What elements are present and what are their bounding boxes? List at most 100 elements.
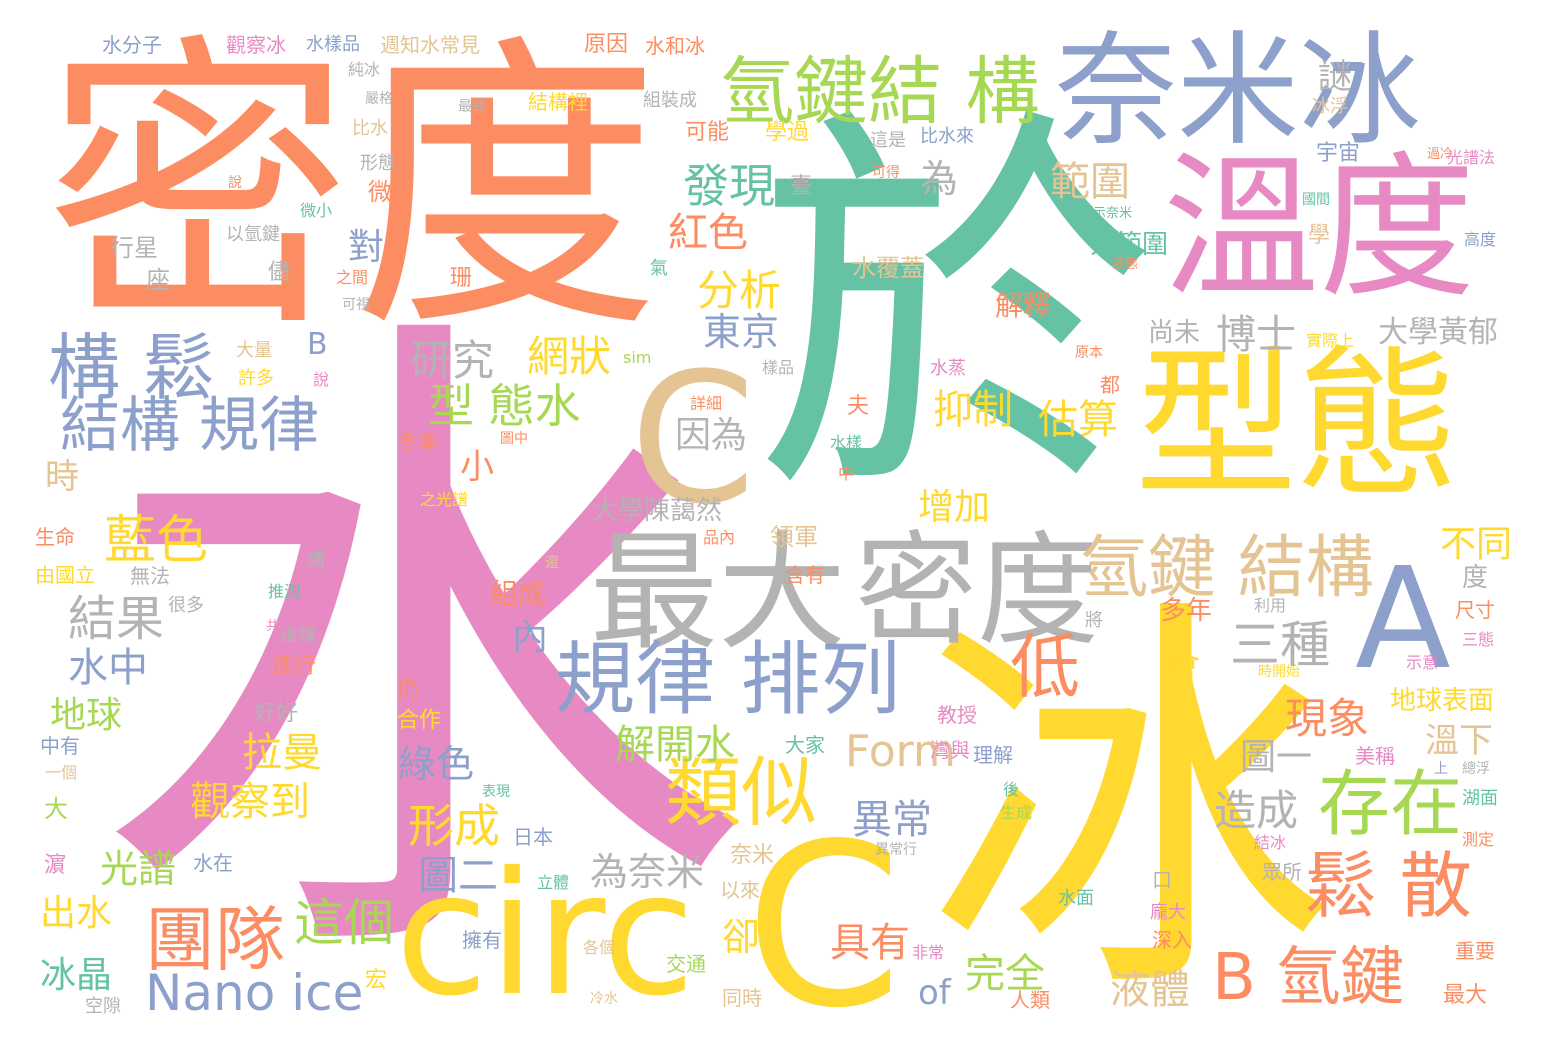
- word-150: 空隙: [85, 996, 121, 1017]
- word-29: 研究: [410, 336, 495, 385]
- word-14: 規律 排列: [555, 633, 901, 726]
- word-109: 中有: [40, 734, 80, 758]
- word-95: 冰浮: [1312, 96, 1348, 117]
- word-72: 異常: [852, 797, 932, 843]
- word-23: 類似: [665, 748, 817, 837]
- word-6: 溫度: [1163, 137, 1475, 319]
- word-62: 拉曼: [242, 730, 322, 776]
- word-76: 會: [1158, 648, 1199, 684]
- word-85: 觀察冰: [226, 33, 286, 57]
- word-25: Nano ice: [145, 964, 364, 1022]
- word-98: 座: [146, 266, 170, 294]
- word-20: 鬆 散: [1305, 844, 1472, 928]
- word-126: 眾所: [1262, 860, 1302, 884]
- word-134: 利用: [1254, 596, 1287, 615]
- word-155: 品內: [703, 528, 736, 547]
- word-186: 可得: [872, 165, 900, 181]
- word-100: 許多: [238, 368, 274, 389]
- word-173: 珊: [450, 266, 473, 291]
- word-73: 圖一: [1240, 737, 1313, 778]
- word-43: 估算: [1038, 397, 1118, 443]
- word-179: 說: [313, 370, 330, 389]
- word-121: 人類: [1010, 988, 1050, 1012]
- word-194: 高度: [1464, 230, 1497, 249]
- word-3: 水: [90, 265, 755, 1039]
- word-5: 奈米冰: [1055, 20, 1421, 162]
- word-142: 水面: [1058, 888, 1094, 909]
- word-131: 測定: [1462, 830, 1495, 849]
- word-66: 光譜: [100, 847, 177, 891]
- word-103: 由國立: [35, 563, 95, 587]
- word-63: 觀察到: [190, 779, 310, 825]
- word-80: 時: [45, 457, 79, 497]
- word-174: 微小: [300, 201, 333, 220]
- word-114: 日本: [513, 825, 553, 849]
- word-198: 口: [1152, 868, 1172, 892]
- word-132: 結冰: [1254, 833, 1287, 852]
- word-120: 同時: [722, 986, 762, 1010]
- word-130: 湖面: [1462, 788, 1498, 809]
- word-138: 教授: [937, 703, 977, 727]
- word-81: 內: [512, 617, 549, 658]
- word-75: 地球表面: [1390, 686, 1495, 716]
- word-151: 宏: [365, 968, 388, 993]
- word-13: 密度: [855, 520, 1099, 662]
- word-116: 奈米: [730, 843, 775, 868]
- word-91: 組裝成: [643, 90, 697, 111]
- word-102: 無法: [130, 564, 170, 588]
- word-27: 分析: [697, 266, 782, 315]
- word-171: 都: [1100, 373, 1120, 397]
- word-176: 儘: [268, 260, 291, 285]
- word-153: 表現: [482, 784, 510, 800]
- word-160: 之光譜: [420, 490, 469, 509]
- word-93: 學過: [765, 120, 810, 145]
- word-4: 冰: [925, 566, 1335, 1044]
- word-162: 圖中: [500, 431, 528, 447]
- word-115: 水在: [193, 851, 233, 875]
- word-7: 型態: [1135, 332, 1459, 520]
- word-33: 範圍: [1050, 159, 1130, 205]
- word-147: 非常: [912, 943, 945, 962]
- word-84: 水分子: [102, 33, 162, 57]
- word-168: 樣品: [762, 358, 795, 377]
- word-37: 藍色: [104, 511, 209, 571]
- word-64: 解開水: [615, 722, 735, 768]
- word-74: 溫下: [1425, 721, 1493, 761]
- word-166: 夫: [847, 394, 870, 419]
- word-94: 比水來: [920, 126, 974, 147]
- word-108: 好好: [254, 701, 299, 726]
- word-48: 完全: [965, 951, 1045, 997]
- word-137: sim: [623, 348, 652, 367]
- word-165: 中: [838, 464, 855, 483]
- word-88: 原因: [584, 32, 629, 57]
- word-157: 將: [1085, 610, 1103, 631]
- word-60: 水中: [68, 645, 148, 691]
- word-9: circ: [395, 836, 696, 1034]
- word-182: 嚴格: [365, 91, 393, 107]
- word-143: 龐大: [1150, 902, 1186, 923]
- word-45: 現象: [1285, 694, 1370, 743]
- word-111: 大: [44, 795, 68, 823]
- word-31: 型 態水: [428, 379, 581, 433]
- word-158: 講: [307, 550, 325, 571]
- word-135: 度: [1462, 563, 1489, 593]
- word-189: 顯示奈米: [1080, 206, 1133, 221]
- word-61: 地球: [50, 695, 123, 736]
- word-68: 出水: [40, 893, 113, 934]
- word-87: 週知水常見: [380, 33, 480, 57]
- word-11: A: [1355, 538, 1451, 701]
- word-148: 各個: [583, 938, 616, 957]
- word-152: 濵: [44, 853, 67, 878]
- word-83: 組成: [490, 577, 547, 610]
- word-144: 立體: [537, 873, 570, 892]
- word-124: 最大: [1443, 983, 1488, 1008]
- word-32: 博士: [1216, 312, 1296, 358]
- word-140: 大家: [785, 733, 825, 757]
- word-178: 可視: [342, 297, 370, 313]
- word-187: 臺: [790, 174, 813, 199]
- word-188: 微: [368, 178, 392, 206]
- word-52: 水覆蓋: [852, 254, 924, 282]
- word-163: 詳細: [690, 394, 723, 413]
- word-49: 具有: [830, 920, 910, 966]
